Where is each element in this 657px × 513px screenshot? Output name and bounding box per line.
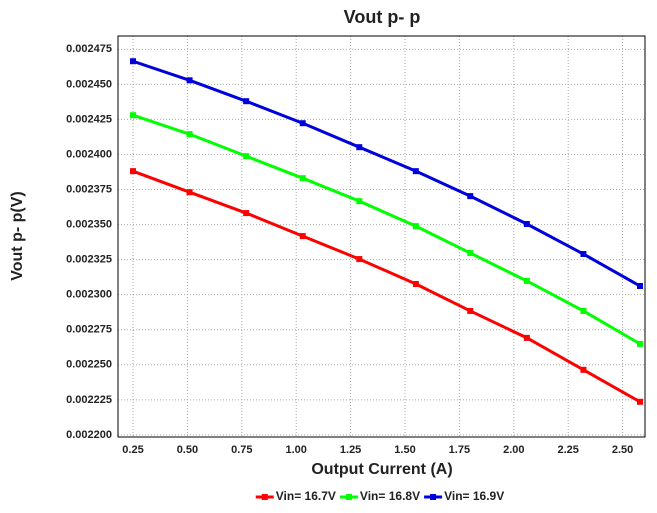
x-tick-label: 0.50 [177, 444, 198, 456]
point-marker [356, 256, 363, 263]
point-marker [186, 77, 193, 84]
y-tick-label: 0.002225 [66, 394, 112, 406]
point-marker [130, 168, 137, 175]
point-marker [467, 193, 474, 200]
y-axis-label: Vout p- p(V) [9, 191, 26, 280]
x-tick-label: 2.50 [612, 444, 633, 456]
point-marker [356, 198, 363, 205]
chart-title: Vout p- p [344, 7, 421, 27]
x-tick-label: 1.00 [285, 444, 306, 456]
plot-frame [117, 35, 646, 438]
point-marker [299, 120, 306, 127]
x-tick-label: 1.25 [340, 444, 361, 456]
y-tick-label: 0.002475 [66, 43, 112, 55]
point-marker [523, 277, 530, 284]
point-marker [636, 398, 643, 405]
point-marker [186, 189, 193, 196]
point-marker [636, 282, 643, 289]
y-tick-label: 0.002425 [66, 113, 112, 125]
x-tick-label: 2.25 [557, 444, 578, 456]
series-line [132, 169, 641, 404]
point-marker [412, 168, 419, 175]
y-tick-label: 0.002200 [66, 429, 112, 441]
point-marker [523, 221, 530, 228]
series-line [132, 113, 641, 346]
legend-marker [430, 494, 437, 500]
point-marker [243, 98, 250, 105]
x-tick-label: 1.75 [449, 444, 470, 456]
point-marker [186, 131, 193, 138]
point-marker [299, 233, 306, 240]
point-marker [412, 223, 419, 230]
legend-label: Vin= 16.7V [276, 489, 336, 503]
x-tick-label: 0.25 [122, 444, 143, 456]
legend-marker [261, 494, 268, 500]
point-marker [243, 210, 250, 217]
y-tick-label: 0.002250 [66, 359, 112, 371]
point-marker [636, 340, 643, 347]
point-marker [243, 153, 250, 160]
series-line [132, 59, 641, 288]
x-tick-label: 0.75 [231, 444, 252, 456]
point-marker [299, 175, 306, 182]
legend-label: Vin= 16.8V [360, 489, 420, 503]
y-tick-label: 0.002275 [66, 324, 112, 336]
legend: Vin= 16.7V Vin= 16.8V Vin= 16.9V [255, 489, 504, 503]
point-marker [467, 307, 474, 314]
point-marker [356, 144, 363, 151]
x-tick-label: 1.50 [394, 444, 415, 456]
y-tick-label: 0.002300 [66, 289, 112, 301]
x-axis-label: Output Current (A) [311, 461, 452, 478]
y-tick-label: 0.002325 [66, 254, 112, 266]
point-marker [412, 281, 419, 288]
y-tick-label: 0.002350 [66, 218, 112, 230]
point-marker [130, 112, 137, 119]
point-marker [580, 307, 587, 314]
x-tick-label: 2.00 [503, 444, 524, 456]
y-tick-label: 0.002450 [66, 78, 112, 90]
point-marker [523, 334, 530, 341]
point-marker [580, 366, 587, 373]
legend-marker [345, 494, 352, 500]
point-marker [580, 251, 587, 258]
y-tick-label: 0.002400 [66, 148, 112, 160]
legend-label: Vin= 16.9V [444, 489, 504, 503]
y-tick-label: 0.002375 [66, 183, 112, 195]
point-marker [130, 58, 137, 65]
point-marker [467, 250, 474, 257]
